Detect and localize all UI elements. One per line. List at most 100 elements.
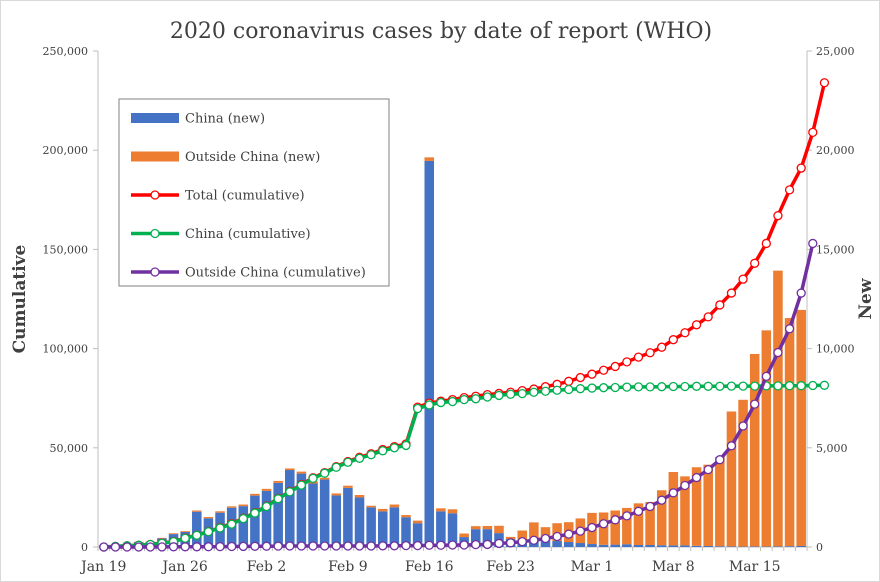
legend-box <box>118 98 390 287</box>
point-china-cumulative <box>633 382 644 392</box>
x-tick-label: Mar 15 <box>729 559 781 575</box>
point-china-cumulative <box>215 523 225 533</box>
bar-outside-china-new <box>494 525 504 534</box>
point-outside-china-cumulative <box>331 541 341 551</box>
point-outside-china-cumulative <box>308 541 318 551</box>
point-total-cumulative <box>633 352 644 362</box>
point-outside-china-cumulative <box>261 541 272 551</box>
point-china-cumulative <box>691 381 702 391</box>
bar-outside-china-new <box>226 506 237 508</box>
point-total-cumulative <box>587 369 597 379</box>
bar-outside-china-new <box>726 411 737 547</box>
point-outside-china-cumulative <box>715 455 725 465</box>
bar-outside-china-new <box>749 353 760 547</box>
bar-outside-china-new <box>401 515 411 518</box>
point-total-cumulative <box>575 372 586 383</box>
bar-outside-china-new <box>192 510 202 512</box>
point-china-cumulative <box>668 381 678 392</box>
point-china-cumulative <box>750 381 760 391</box>
legend-label: China (cumulative) <box>185 227 311 242</box>
bar-outside-china-new <box>482 525 493 530</box>
point-outside-china-cumulative <box>215 541 225 552</box>
point-total-cumulative <box>564 376 574 386</box>
bar-outside-china-new <box>168 533 179 535</box>
bar-outside-china-new <box>703 464 713 547</box>
point-china-cumulative <box>261 501 272 512</box>
legend-swatch-marker <box>150 190 160 200</box>
bar-china-new <box>587 544 597 547</box>
bar-china-new <box>273 482 283 547</box>
legend-swatch-bar <box>131 151 179 162</box>
point-china-cumulative <box>482 392 493 402</box>
chart-title: 2020 coronavirus cases by date of report… <box>170 19 712 44</box>
point-outside-china-cumulative <box>540 533 551 544</box>
point-outside-china-cumulative <box>203 542 214 552</box>
x-tick-label: Feb 9 <box>328 559 368 575</box>
point-china-cumulative <box>552 385 562 395</box>
bar-outside-china-new <box>459 533 469 538</box>
bar-china-new <box>377 511 388 547</box>
bar-outside-china-new <box>296 471 307 474</box>
bar-outside-china-new <box>505 536 516 540</box>
point-outside-china-cumulative <box>517 536 527 547</box>
point-outside-china-cumulative <box>796 288 806 298</box>
bar-china-new <box>343 487 353 547</box>
point-china-cumulative <box>808 380 818 391</box>
point-total-cumulative <box>645 348 655 358</box>
point-china-cumulative <box>354 453 365 463</box>
point-outside-china-cumulative <box>250 541 260 551</box>
bar-outside-china-new <box>354 495 365 498</box>
bar-china-new <box>261 490 272 547</box>
line-layer <box>99 78 830 552</box>
bar-outside-china-new <box>285 468 295 471</box>
point-outside-china-cumulative <box>192 542 202 552</box>
point-total-cumulative <box>796 163 806 173</box>
point-china-cumulative <box>273 494 283 504</box>
bar-outside-china-new <box>424 157 435 161</box>
point-total-cumulative <box>598 365 609 375</box>
bar-layer <box>133 157 806 547</box>
point-outside-china-cumulative <box>319 541 330 551</box>
point-outside-china-cumulative <box>552 531 562 542</box>
point-total-cumulative <box>784 185 795 195</box>
bar-outside-china-new <box>784 318 795 547</box>
point-outside-china-cumulative <box>168 542 179 552</box>
x-tick-label: Mar 1 <box>571 559 614 575</box>
point-china-cumulative <box>401 440 411 451</box>
bar-china-new <box>796 546 806 547</box>
bar-china-new <box>447 513 458 547</box>
point-china-cumulative <box>227 519 237 529</box>
point-total-cumulative <box>738 274 748 284</box>
point-total-cumulative <box>761 238 771 249</box>
bar-china-new <box>703 546 713 547</box>
legend-swatch-bar <box>131 113 179 123</box>
bar-outside-china-new <box>261 488 272 491</box>
point-outside-china-cumulative <box>668 488 678 498</box>
bar-china-new <box>645 545 655 547</box>
point-outside-china-cumulative <box>761 371 771 382</box>
bar-china-new <box>715 546 725 547</box>
point-china-cumulative <box>645 382 655 392</box>
point-outside-china-cumulative <box>587 522 597 533</box>
point-outside-china-cumulative <box>726 441 737 451</box>
bar-china-new <box>424 160 435 547</box>
bar-china-new <box>250 495 260 547</box>
point-china-cumulative <box>238 513 248 524</box>
point-outside-china-cumulative <box>494 538 504 549</box>
point-china-cumulative <box>366 450 376 460</box>
point-china-cumulative <box>726 381 737 391</box>
point-outside-china-cumulative <box>471 539 481 550</box>
bar-china-new <box>668 545 679 547</box>
bar-china-new <box>319 479 330 547</box>
bar-china-new <box>680 545 690 547</box>
bar-outside-china-new <box>656 490 667 546</box>
bar-china-new <box>238 506 249 547</box>
point-outside-china-cumulative <box>750 399 760 409</box>
point-outside-china-cumulative <box>691 472 702 483</box>
y-axis-right-title: New <box>856 278 876 319</box>
bar-china-new <box>784 546 795 547</box>
bar-china-new <box>552 541 562 547</box>
legend-swatch-marker <box>150 228 160 239</box>
